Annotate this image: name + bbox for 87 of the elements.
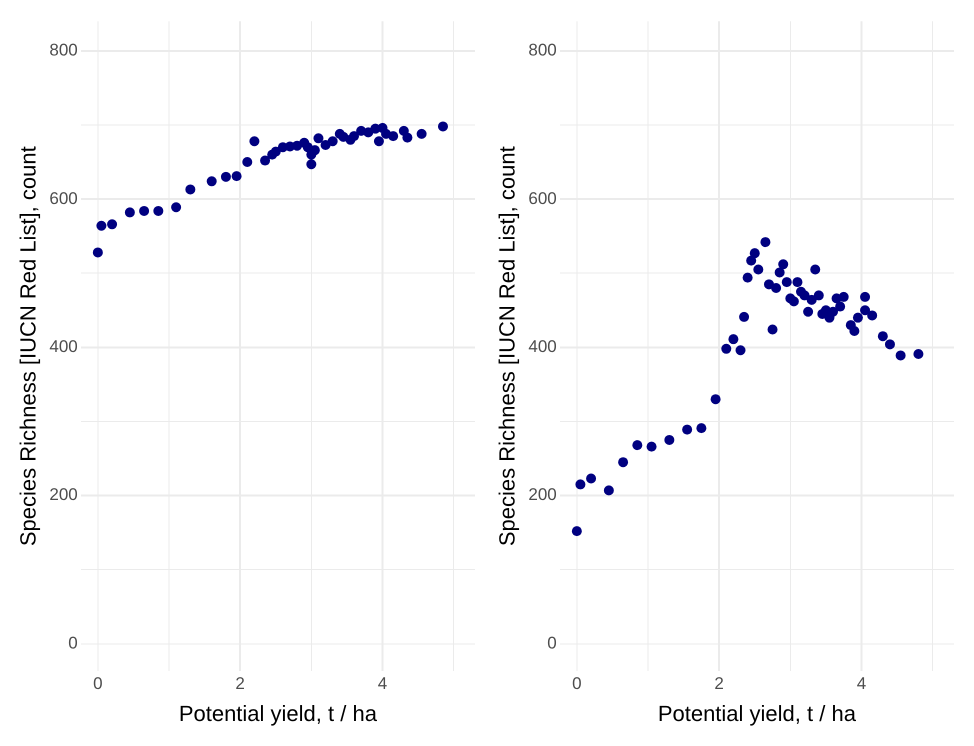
point — [153, 206, 164, 216]
point — [721, 344, 732, 354]
point — [575, 479, 586, 490]
point — [586, 474, 596, 484]
point — [788, 296, 799, 306]
point — [753, 264, 764, 274]
point — [778, 259, 788, 270]
point — [838, 292, 849, 302]
point — [792, 277, 802, 288]
point — [92, 247, 103, 258]
y-tick-label: 600 — [49, 188, 78, 208]
point — [374, 136, 384, 146]
y-axis-title: Species Richness [IUCN Red List], count — [494, 146, 520, 546]
x-tick-label: 4 — [378, 674, 388, 694]
point — [572, 526, 582, 536]
point — [185, 184, 196, 194]
point — [814, 290, 824, 300]
point — [306, 159, 316, 170]
point — [402, 132, 412, 143]
x-tick-label: 2 — [235, 674, 245, 694]
y-tick-label: 0 — [547, 633, 557, 652]
point — [810, 264, 820, 274]
point — [313, 133, 324, 144]
point — [696, 423, 706, 434]
point — [124, 207, 135, 218]
point — [618, 457, 628, 468]
y-tick-label: 800 — [528, 40, 557, 60]
y-tick-label: 800 — [49, 40, 78, 60]
point — [242, 157, 252, 168]
y-axis-title: Species Richness [IUCN Red List], count — [15, 146, 40, 546]
y-tick-label: 400 — [528, 337, 557, 356]
point — [349, 131, 360, 142]
point — [768, 324, 778, 335]
point — [249, 136, 260, 146]
y-tick-label: 200 — [49, 485, 78, 504]
point — [771, 283, 782, 294]
point — [139, 206, 150, 216]
point — [867, 310, 878, 320]
x-tick-label: 0 — [93, 674, 103, 694]
point — [416, 128, 427, 139]
point — [328, 136, 338, 146]
point — [107, 219, 118, 230]
point — [860, 292, 870, 302]
point — [206, 176, 217, 186]
y-tick-label: 400 — [49, 337, 78, 356]
x-tick-label: 2 — [714, 674, 724, 694]
x-tick-label: 0 — [572, 674, 582, 694]
point — [232, 171, 242, 182]
point — [835, 302, 846, 312]
point — [438, 121, 448, 132]
y-tick-label: 200 — [528, 485, 557, 504]
point — [742, 272, 753, 283]
point — [739, 312, 750, 322]
x-axis-title: Potential yield, t / ha — [658, 700, 857, 726]
point — [860, 305, 870, 316]
y-tick-label: 600 — [528, 188, 557, 208]
point — [913, 348, 924, 359]
point — [849, 326, 860, 336]
point — [774, 267, 785, 278]
point — [96, 220, 106, 231]
point — [746, 256, 756, 266]
point — [736, 345, 746, 356]
point — [760, 237, 770, 248]
point — [782, 277, 792, 288]
x-tick-label: 4 — [856, 674, 866, 694]
point — [260, 156, 270, 166]
point — [896, 350, 906, 360]
point — [604, 485, 614, 496]
point — [806, 294, 817, 305]
point — [884, 339, 895, 350]
point — [728, 334, 738, 344]
point — [632, 440, 642, 450]
point — [220, 172, 231, 182]
point — [171, 202, 182, 212]
point — [270, 146, 281, 157]
point — [750, 248, 760, 258]
x-axis-title: Potential yield, t / ha — [178, 700, 378, 726]
y-tick-label: 0 — [68, 633, 78, 652]
point — [682, 424, 692, 435]
point — [646, 442, 657, 452]
point — [878, 331, 888, 342]
point — [800, 290, 810, 300]
point — [664, 434, 674, 445]
point — [852, 312, 863, 323]
point — [710, 394, 721, 404]
point — [388, 131, 398, 142]
point — [803, 306, 814, 317]
